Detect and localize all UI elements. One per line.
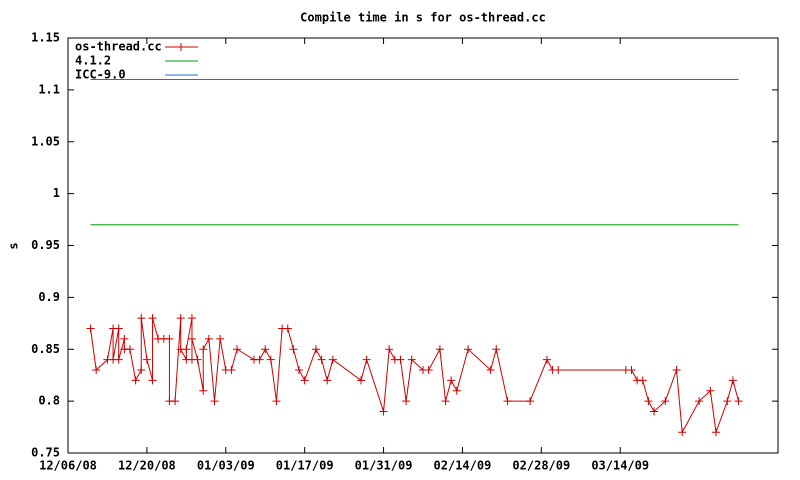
chart-title: Compile time in s for os-thread.cc: [300, 11, 546, 25]
point-marker: [447, 376, 456, 385]
point-marker: [114, 324, 123, 333]
point-marker: [120, 334, 129, 343]
legend-label: os-thread.cc: [75, 40, 162, 54]
point-marker: [526, 397, 535, 406]
y-tick-label: 1.05: [31, 134, 60, 148]
y-axis-label: s: [7, 242, 21, 249]
point-marker: [328, 355, 337, 364]
point-marker: [283, 324, 292, 333]
point-marker: [678, 428, 687, 437]
point-marker: [233, 345, 242, 354]
point-marker: [125, 345, 134, 354]
y-tick-label: 1: [53, 186, 60, 200]
point-marker: [728, 376, 737, 385]
point-marker: [452, 386, 461, 395]
point-marker: [379, 407, 388, 416]
point-marker: [300, 376, 309, 385]
x-tick-label: 01/17/09: [276, 459, 334, 473]
point-marker: [503, 397, 512, 406]
point-marker: [650, 407, 659, 416]
point-marker: [661, 397, 670, 406]
point-marker: [171, 397, 180, 406]
point-marker: [199, 386, 208, 395]
point-marker: [255, 355, 264, 364]
point-marker: [272, 397, 281, 406]
y-tick-label: 0.8: [38, 394, 60, 408]
y-tick-label: 1.1: [38, 82, 60, 96]
point-marker: [176, 314, 185, 323]
x-tick-label: 01/03/09: [197, 459, 255, 473]
point-marker: [137, 366, 146, 374]
point-marker: [295, 366, 304, 374]
point-marker: [227, 366, 236, 374]
point-marker: [114, 355, 123, 364]
legend-label: ICC-9.0: [75, 68, 126, 82]
point-marker: [357, 376, 366, 385]
point-marker: [261, 345, 270, 354]
point-marker: [712, 428, 721, 437]
point-marker: [289, 345, 298, 354]
point-marker: [187, 334, 196, 343]
x-tick-label: 02/28/09: [512, 459, 570, 473]
point-marker: [638, 376, 647, 385]
point-marker: [435, 345, 444, 354]
point-marker: [311, 345, 320, 354]
point-marker: [464, 345, 473, 354]
point-marker: [182, 345, 191, 354]
point-marker: [486, 366, 495, 374]
y-tick-label: 1.15: [31, 31, 60, 45]
point-marker: [142, 355, 151, 364]
point-marker: [165, 334, 174, 343]
point-marker: [402, 397, 411, 406]
point-marker: [148, 376, 157, 385]
y-tick-label: 0.75: [31, 446, 60, 460]
x-tick-label: 03/14/09: [591, 459, 649, 473]
x-tick-label: 02/14/09: [434, 459, 492, 473]
point-marker: [193, 355, 202, 364]
y-tick-label: 0.95: [31, 238, 60, 252]
point-marker: [216, 334, 225, 343]
point-marker: [695, 397, 704, 406]
point-marker: [492, 345, 501, 354]
point-marker: [554, 366, 563, 374]
point-marker: [627, 366, 636, 374]
point-marker: [644, 397, 653, 406]
point-marker: [396, 355, 405, 364]
x-tick-label: 12/20/08: [118, 459, 176, 473]
legend-label: 4.1.2: [75, 54, 111, 68]
point-marker: [86, 324, 95, 333]
legend-marker: [177, 43, 185, 51]
point-marker: [137, 314, 146, 323]
y-tick-label: 0.9: [38, 290, 60, 304]
point-marker: [424, 366, 433, 374]
point-marker: [723, 397, 732, 406]
point-marker: [317, 355, 326, 364]
point-marker: [187, 314, 196, 323]
point-marker: [323, 376, 332, 385]
point-marker: [706, 386, 715, 395]
point-marker: [199, 345, 208, 354]
point-marker: [210, 397, 219, 406]
point-marker: [441, 397, 450, 406]
y-tick-label: 0.85: [31, 342, 60, 356]
point-marker: [385, 345, 394, 354]
point-marker: [362, 355, 371, 364]
point-marker: [266, 355, 275, 364]
point-marker: [204, 334, 213, 343]
point-marker: [734, 397, 743, 406]
x-tick-label: 01/31/09: [355, 459, 413, 473]
point-marker: [407, 355, 416, 364]
x-tick-label: 12/06/08: [39, 459, 97, 473]
series-line: [90, 317, 740, 434]
point-marker: [542, 355, 551, 364]
point-marker: [131, 376, 140, 385]
point-marker: [148, 314, 157, 323]
point-marker: [92, 366, 101, 374]
point-marker: [672, 366, 681, 374]
